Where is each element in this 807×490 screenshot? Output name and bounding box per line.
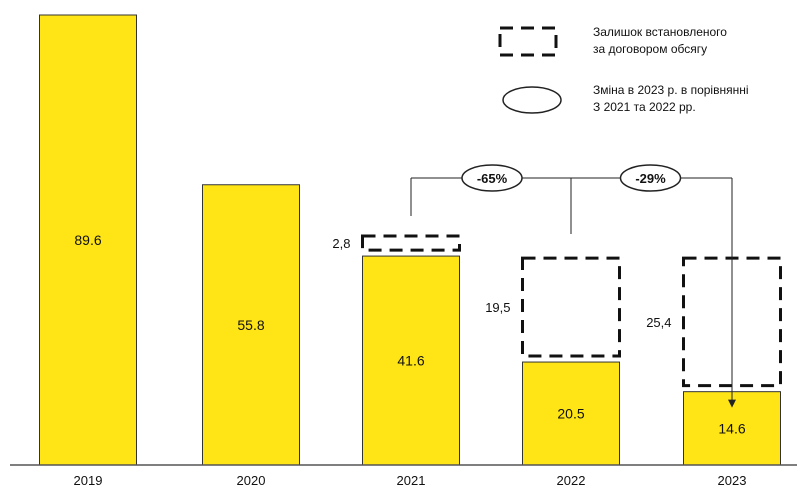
change-connectors-group: -65% -29% — [410, 164, 736, 408]
connector-arrow-head — [728, 399, 736, 408]
legend: Залишок встановленого за договором обсягу… — [498, 25, 749, 114]
change-label-2021: -65% — [477, 171, 508, 186]
change-label-2022: -29% — [635, 171, 666, 186]
bars-group: 89.6 55.8 41.6 20.5 14.6 — [39, 14, 781, 466]
x-tick-label-2023: 2023 — [718, 473, 747, 488]
legend-text-remaining-1: за договором обсягу — [593, 42, 707, 56]
x-tick-label-2021: 2021 — [397, 473, 426, 488]
change-ellipse-2022 — [619, 164, 682, 192]
bar-2021 — [362, 255, 460, 466]
change-ellipse-2021 — [461, 164, 523, 192]
bar-value-label-2019: 89.6 — [74, 232, 101, 248]
legend-swatch-dashed-box — [498, 26, 558, 57]
remaining-label-2022: 19,5 — [485, 300, 510, 315]
legend-text-change-1: З 2021 та 2022 рр. — [593, 100, 696, 114]
bar-2022 — [522, 361, 620, 466]
remaining-box-2022 — [521, 256, 621, 358]
remaining-group: 2,8 19,5 25,4 — [332, 234, 782, 388]
x-tick-labels: 2019 2020 2021 2022 2023 — [74, 473, 747, 488]
remaining-box-2021 — [361, 234, 461, 252]
bar-value-label-2021: 41.6 — [397, 353, 424, 369]
remaining-label-2023: 25,4 — [646, 315, 671, 330]
legend-swatch-ellipse — [502, 86, 562, 114]
legend-text-change-0: Зміна в 2023 р. в порівнянні — [593, 83, 749, 97]
x-tick-label-2020: 2020 — [237, 473, 266, 488]
bar-value-label-2020: 55.8 — [237, 317, 264, 333]
remaining-label-2021: 2,8 — [332, 236, 350, 251]
x-tick-label-2019: 2019 — [74, 473, 103, 488]
x-tick-label-2022: 2022 — [557, 473, 586, 488]
bar-2019 — [39, 14, 137, 466]
bar-value-label-2023: 14.6 — [718, 420, 745, 436]
legend-text-remaining-0: Залишок встановленого — [593, 25, 727, 39]
bar-value-label-2022: 20.5 — [557, 406, 584, 422]
